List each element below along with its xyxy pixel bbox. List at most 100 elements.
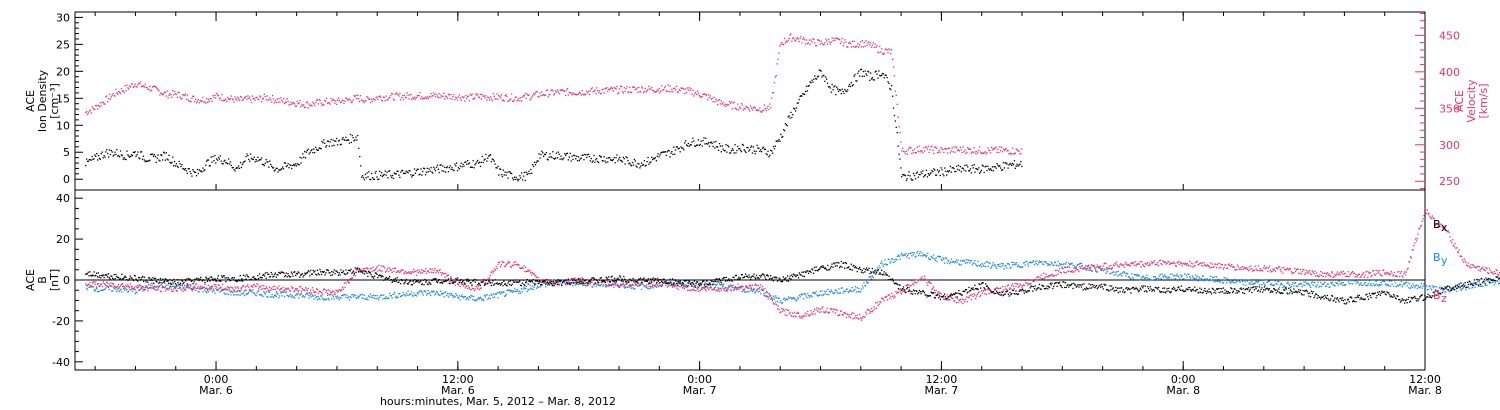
velocity-point bbox=[296, 100, 298, 102]
bz-point bbox=[207, 284, 209, 286]
velocity-point bbox=[804, 39, 806, 41]
velocity-point bbox=[874, 43, 876, 45]
velocity-point bbox=[525, 97, 527, 99]
density-point bbox=[328, 145, 330, 147]
density-point bbox=[730, 150, 733, 152]
velocity-point bbox=[341, 99, 343, 102]
velocity-point bbox=[878, 52, 880, 54]
by-point bbox=[1386, 284, 1388, 286]
bz-point bbox=[191, 288, 193, 290]
by-point bbox=[624, 286, 627, 289]
by-point bbox=[236, 294, 238, 296]
by-point bbox=[643, 285, 645, 288]
by-point bbox=[152, 283, 154, 285]
density-point bbox=[923, 176, 925, 178]
by-point bbox=[1193, 277, 1195, 280]
velocity-point bbox=[832, 40, 834, 42]
density-point bbox=[216, 158, 218, 160]
density-point bbox=[302, 153, 304, 155]
velocity-point bbox=[304, 106, 307, 108]
velocity-point bbox=[372, 98, 374, 100]
by-point bbox=[1260, 279, 1262, 282]
density-point bbox=[321, 140, 323, 143]
by-point bbox=[956, 261, 958, 264]
bz-point bbox=[619, 285, 621, 287]
by-point bbox=[1383, 280, 1386, 283]
bz-point bbox=[446, 275, 448, 277]
by-point bbox=[1257, 281, 1259, 284]
velocity-point bbox=[971, 151, 973, 153]
by-point bbox=[1049, 264, 1051, 266]
by-point bbox=[756, 289, 758, 291]
density-point bbox=[886, 76, 888, 79]
bz-point bbox=[281, 291, 283, 293]
bz-point bbox=[139, 284, 141, 287]
velocity-point bbox=[239, 95, 242, 98]
velocity-point bbox=[954, 151, 956, 153]
density-point bbox=[901, 176, 903, 178]
velocity-point bbox=[896, 103, 898, 105]
velocity-point bbox=[827, 38, 830, 40]
velocity-point bbox=[980, 152, 983, 154]
by-point bbox=[1370, 283, 1372, 285]
velocity-point bbox=[194, 101, 196, 103]
by-point bbox=[1192, 276, 1194, 279]
density-point bbox=[494, 163, 496, 165]
velocity-point bbox=[151, 86, 154, 88]
by-point bbox=[1214, 276, 1216, 278]
velocity-point bbox=[968, 148, 970, 150]
by-point bbox=[610, 283, 612, 286]
by-point bbox=[1372, 279, 1374, 281]
velocity-point bbox=[116, 92, 118, 94]
velocity-point bbox=[347, 99, 350, 101]
by-point bbox=[102, 289, 104, 291]
bz-point bbox=[291, 287, 293, 289]
velocity-point bbox=[275, 101, 277, 103]
by-point bbox=[1079, 263, 1081, 265]
velocity-point bbox=[395, 92, 397, 94]
bz-point bbox=[353, 273, 355, 275]
bz-point bbox=[423, 270, 425, 273]
bz-point bbox=[389, 269, 392, 271]
velocity-point bbox=[243, 97, 245, 99]
velocity-point bbox=[197, 98, 199, 101]
by-point bbox=[1172, 278, 1174, 280]
density-point bbox=[671, 151, 673, 153]
velocity-point bbox=[840, 41, 842, 43]
bz-point bbox=[556, 282, 559, 284]
density-point bbox=[324, 142, 326, 144]
by-point bbox=[371, 295, 373, 297]
by-point bbox=[699, 283, 701, 286]
velocity-point bbox=[360, 99, 363, 101]
velocity-point bbox=[217, 94, 219, 96]
by-point bbox=[530, 287, 532, 289]
by-point bbox=[1189, 277, 1192, 279]
by-point bbox=[1330, 282, 1332, 284]
by-point bbox=[1325, 285, 1328, 287]
bz-point bbox=[151, 285, 153, 287]
bz-point bbox=[504, 265, 507, 267]
bz-point bbox=[415, 274, 418, 276]
bz-point bbox=[643, 280, 645, 282]
bz-point bbox=[332, 290, 334, 292]
bz-point bbox=[358, 269, 361, 271]
by-point bbox=[1238, 280, 1240, 282]
by-point bbox=[1042, 263, 1044, 265]
velocity-point bbox=[605, 88, 607, 90]
velocity-point bbox=[325, 100, 327, 102]
top-right-tick-label-2: 350 bbox=[1439, 102, 1460, 115]
bz-point bbox=[717, 289, 719, 291]
by-point bbox=[231, 291, 233, 293]
velocity-point bbox=[484, 97, 486, 99]
by-point bbox=[1184, 273, 1186, 275]
bz-point bbox=[362, 270, 364, 272]
by-point bbox=[910, 252, 912, 254]
density-point bbox=[731, 148, 733, 150]
bz-point bbox=[697, 290, 700, 292]
by-point bbox=[1314, 281, 1316, 283]
density-point bbox=[623, 158, 625, 160]
by-point bbox=[601, 282, 603, 284]
density-point bbox=[855, 80, 857, 82]
density-point bbox=[645, 164, 647, 166]
velocity-point bbox=[272, 98, 275, 100]
